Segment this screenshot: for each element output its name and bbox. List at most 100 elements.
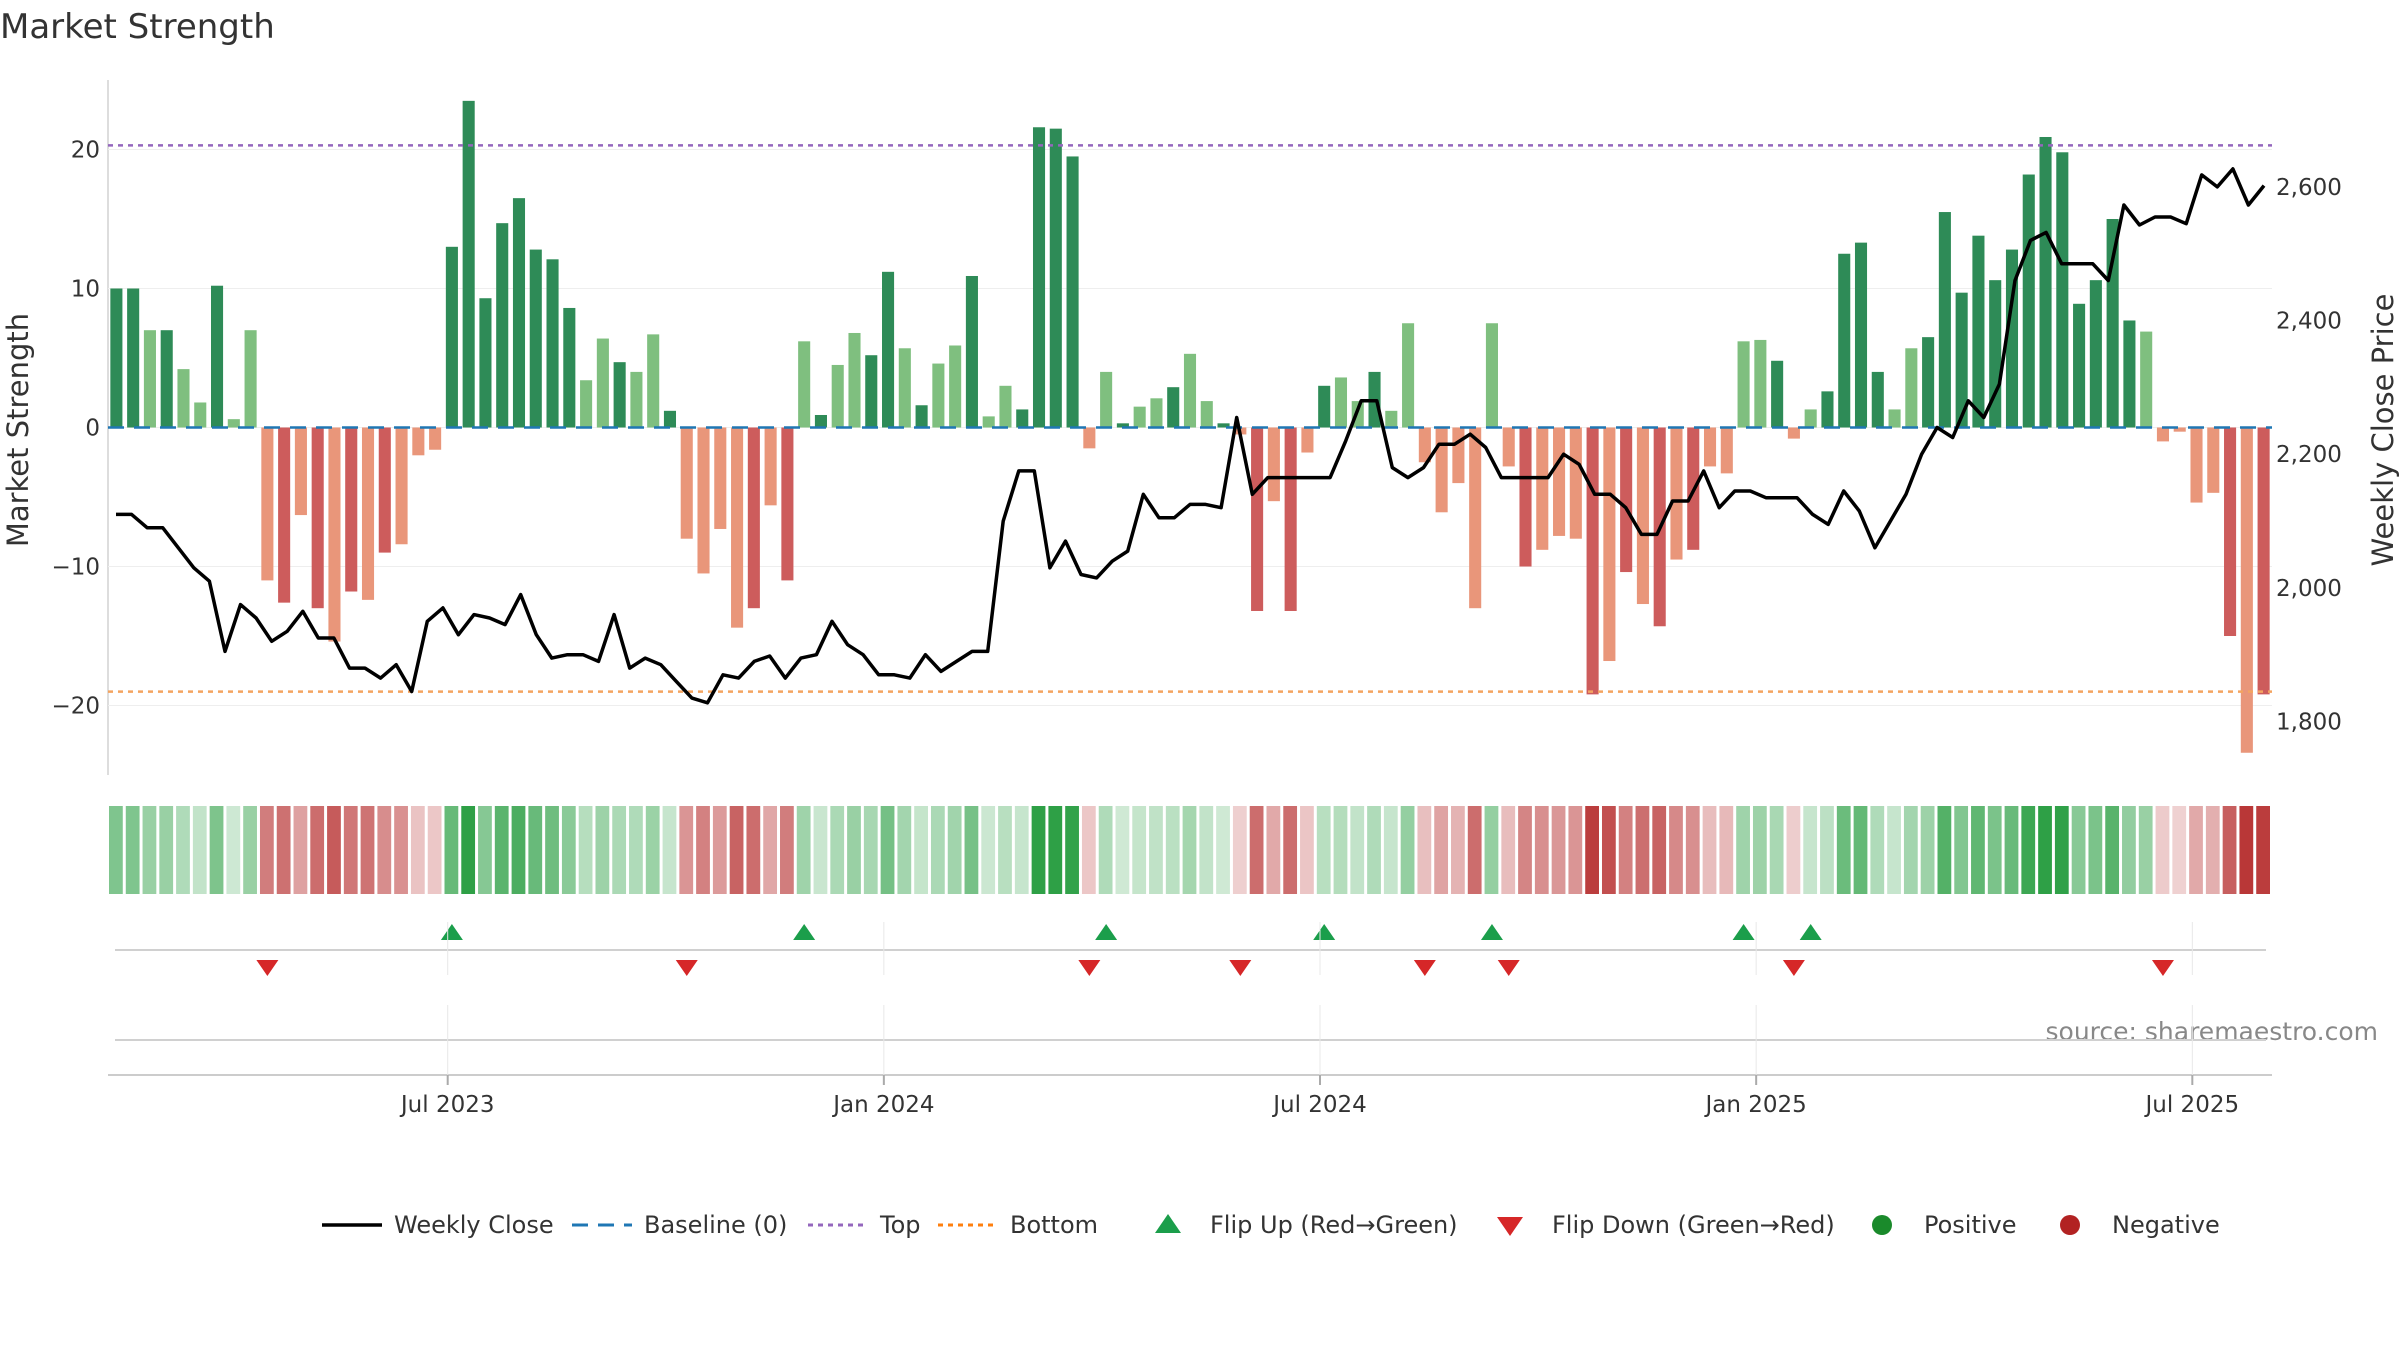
right-axis-label: Weekly Close Price [2366, 294, 2400, 567]
strength-bar [194, 402, 207, 428]
legend-item: Weekly Close [322, 1211, 554, 1239]
strength-bar [2224, 427, 2237, 636]
heat-cell [863, 806, 878, 894]
strength-bar [378, 427, 391, 553]
flip-up-marker [1732, 924, 1755, 940]
heat-cell [847, 806, 861, 894]
strength-bar [462, 100, 475, 428]
flip-markers [256, 924, 2174, 976]
legend-label: Negative [2112, 1211, 2220, 1239]
heat-cell [226, 806, 241, 894]
heat-cell [1266, 806, 1281, 894]
strength-bar [1100, 371, 1113, 428]
heat-cell [2138, 806, 2153, 894]
strength-bar [328, 427, 341, 642]
strength-bar [2073, 303, 2086, 428]
heat-cell [1971, 806, 1985, 894]
heat-cell [629, 806, 643, 894]
heat-cell [528, 806, 543, 894]
strength-bar [2173, 427, 2186, 432]
strength-bar [697, 427, 710, 574]
strength-bar [764, 427, 777, 506]
strength-bar [580, 380, 593, 428]
left-tick-label: −10 [51, 555, 100, 581]
strength-bar [1938, 212, 1951, 428]
heat-cell [1719, 806, 1734, 894]
strength-bar [2106, 219, 2119, 428]
strength-bar [429, 427, 442, 450]
strength-bar [1066, 156, 1079, 428]
strength-bar [110, 288, 123, 428]
heat-cell [914, 806, 928, 894]
heat-cell [746, 806, 761, 894]
strength-bar [2056, 152, 2069, 428]
strength-bar [1402, 323, 1415, 428]
heat-cell [1081, 806, 1096, 894]
strength-bar [1133, 406, 1146, 428]
heat-cell [1752, 806, 1767, 894]
strength-bar [1569, 427, 1582, 539]
heat-cell [796, 806, 811, 894]
heat-cell [1652, 806, 1667, 894]
heat-cell [2239, 806, 2254, 894]
strength-bar [1217, 423, 1230, 428]
strength-bar [647, 334, 660, 428]
heat-cell [1635, 806, 1650, 894]
strength-bar [1620, 427, 1633, 573]
heat-cell [1853, 806, 1868, 894]
heat-cell [394, 806, 408, 894]
heat-cell [1820, 806, 1834, 894]
strength-bar [1771, 360, 1784, 428]
heat-cell [545, 806, 559, 894]
strength-bar [747, 427, 760, 609]
strength-bar [2257, 427, 2270, 695]
strength-bar [798, 341, 811, 428]
heat-cell [964, 806, 979, 894]
strength-bar [1922, 337, 1935, 428]
flip-up-legend-icon [1155, 1214, 1181, 1233]
heat-cell [578, 806, 593, 894]
heat-cell [1014, 806, 1029, 894]
strength-bar [714, 427, 727, 529]
strength-bar [1251, 427, 1264, 611]
strength-bar [546, 259, 559, 428]
legend-label: Baseline (0) [644, 1211, 787, 1239]
heat-cell [2054, 806, 2069, 894]
strength-bar [1418, 427, 1431, 463]
heat-cell [310, 806, 325, 894]
left-axis-ticks: 20 10 0 −10 −20 [51, 138, 100, 720]
strength-bar [2156, 427, 2170, 442]
flip-up-marker [1313, 924, 1336, 940]
heat-cell [561, 806, 576, 894]
strength-bar [361, 427, 375, 600]
strength-bar [814, 414, 827, 428]
heat-cell [427, 806, 442, 894]
heat-cell [1467, 806, 1482, 894]
right-axis-ticks: 2,600 2,400 2,200 2,000 1,800 [2276, 175, 2342, 736]
strength-bars [110, 100, 2270, 753]
heat-cell [1182, 806, 1197, 894]
heat-cell [2256, 806, 2270, 894]
heat-cell [377, 806, 392, 894]
heat-cell [1098, 806, 1113, 894]
heat-cell [1216, 806, 1230, 894]
heat-cell [1434, 806, 1449, 894]
strength-bar [177, 369, 190, 428]
legend-item: Bottom [938, 1211, 1098, 1239]
left-tick-label: 10 [71, 277, 100, 303]
heat-cell [1249, 806, 1264, 894]
heat-cell [679, 806, 694, 894]
strength-bar [1385, 410, 1398, 428]
heat-cell [1836, 806, 1851, 894]
heat-cell [1350, 806, 1365, 894]
strength-bar [1603, 427, 1616, 662]
strength-bar [932, 363, 945, 428]
heat-cell [293, 806, 308, 894]
heat-cell [192, 806, 207, 894]
left-tick-label: 0 [85, 416, 100, 442]
heat-cell [2205, 806, 2220, 894]
heat-cell [1736, 806, 1750, 894]
strength-bar [865, 355, 878, 428]
heat-cell [1132, 806, 1147, 894]
legend-label: Flip Up (Red→Green) [1210, 1211, 1458, 1239]
